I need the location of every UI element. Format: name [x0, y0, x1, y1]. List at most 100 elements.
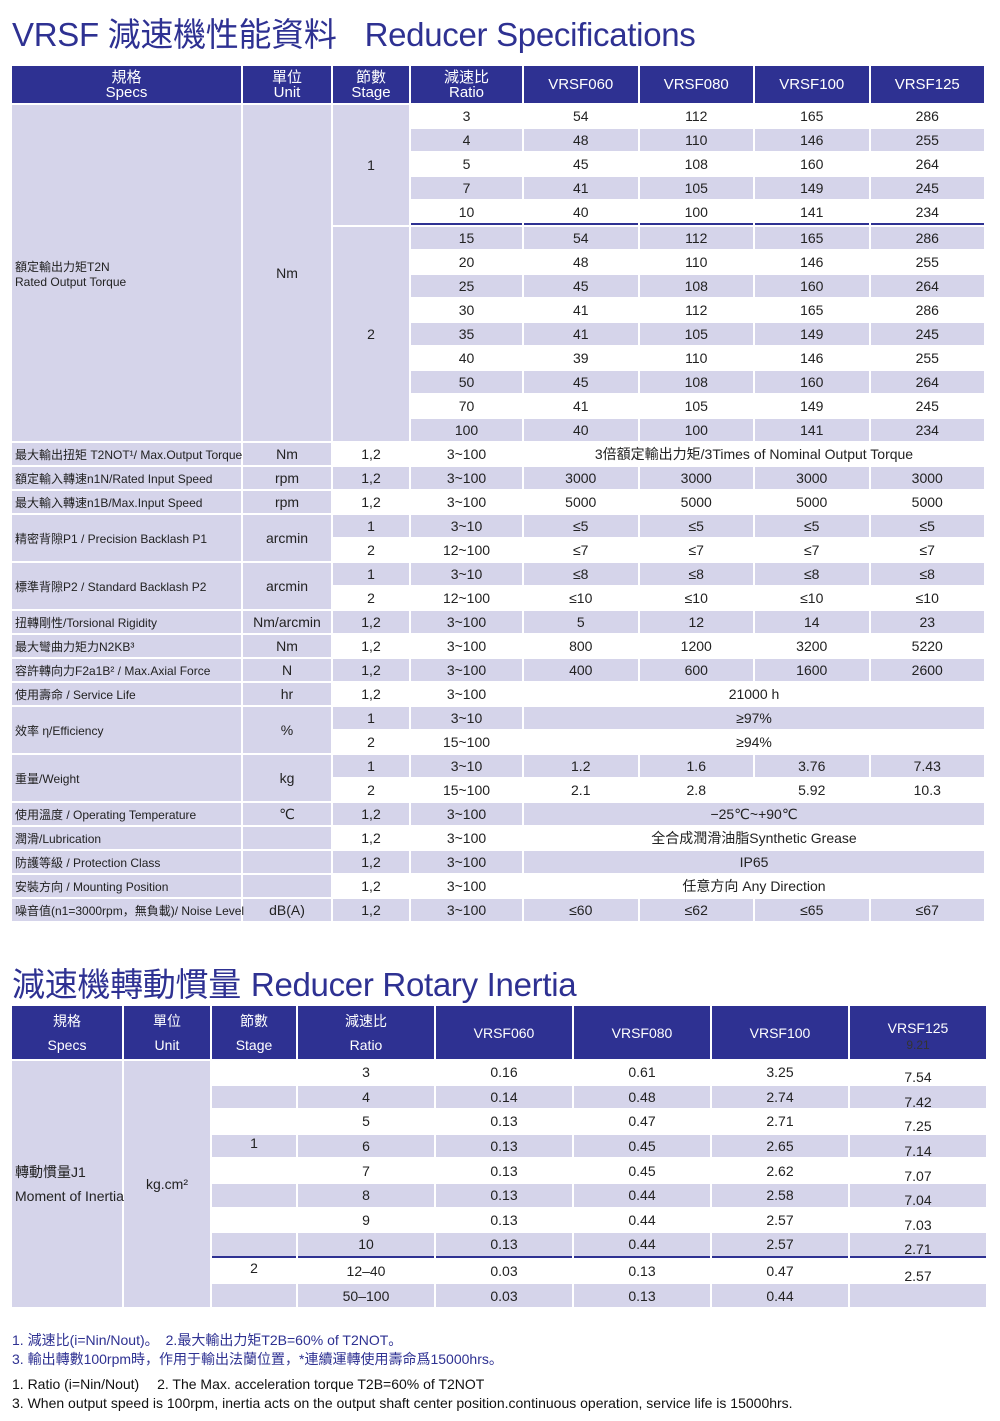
- value-cell: 286: [870, 299, 984, 321]
- value-cell-text: 45: [572, 374, 589, 390]
- value-cell-text: 7.42: [904, 1093, 932, 1110]
- value-cell: ≤7: [755, 539, 869, 561]
- value-cell: 2.1: [524, 779, 638, 801]
- value-cell-merged: 21000 h: [524, 683, 984, 705]
- ratio-cell: 3~100: [411, 443, 522, 465]
- value-cell-text: 1.2: [571, 758, 591, 774]
- spec-label: 使用壽命 / Service Life: [12, 683, 241, 705]
- table-row: 噪音值(n1=3000rpm，無負載)/ Noise Level dB(A) 1,2…: [12, 899, 984, 921]
- value-cell-text: ≤7: [919, 542, 935, 558]
- value-cell: 5000: [639, 491, 753, 513]
- table-row: 最大輸入轉速n1B/Max.Input Speed rpm 1,2 3~100 5000…: [12, 491, 984, 513]
- stage-cell: 2: [333, 779, 409, 801]
- ratio-cell: 50–100: [298, 1284, 434, 1307]
- value-cell: 800: [524, 635, 638, 657]
- ratio-cell-text: 7: [462, 180, 471, 196]
- unit-label: [243, 827, 331, 849]
- unit-label-text: arcmin: [265, 578, 308, 594]
- stage-cell-text: 1,2: [361, 854, 381, 870]
- unit-label: kg.cm²: [124, 1061, 210, 1307]
- value-cell-text: 112: [685, 230, 708, 246]
- value-cell-text: 3000: [565, 470, 597, 486]
- value-cell-text: 23: [919, 614, 936, 630]
- value-cell-text: 40: [572, 204, 589, 220]
- value-cell: 5220: [870, 635, 984, 657]
- ratio-cell-text: 30: [458, 302, 475, 318]
- value-cell: 149: [755, 395, 869, 417]
- value-cell-text: 0.03: [490, 1287, 518, 1304]
- value-cell-merged-text: ≥94%: [736, 734, 772, 750]
- value-cell-text: 0.47: [766, 1263, 794, 1280]
- table-row: 8 0.13 0.44 2.58 7.04: [12, 1183, 986, 1208]
- column-header: VRSF125 9.21: [850, 1006, 986, 1059]
- value-cell: 2.62: [712, 1159, 848, 1182]
- value-cell: 234: [870, 201, 984, 225]
- value-cell-merged: ≥94%: [524, 731, 984, 753]
- ratio-cell-text: 3~100: [446, 494, 487, 510]
- value-cell-text: 2600: [911, 662, 943, 678]
- notes-chinese: 1. 減速比(i=Nin/Nout)。 2.最大輸出力矩T2B=60% of T…: [12, 1331, 503, 1369]
- value-cell-text: 0.13: [490, 1211, 518, 1228]
- value-cell-text: 800: [569, 638, 593, 654]
- value-cell: 0.48: [574, 1085, 710, 1109]
- ratio-cell-text: 50: [458, 374, 475, 390]
- value-cell: 0.13: [436, 1233, 572, 1258]
- note-line: 1. Ratio (i=Nin/Nout) 2. The Max. accele…: [12, 1376, 485, 1392]
- value-cell: 105: [639, 177, 753, 199]
- value-cell: 108: [639, 153, 753, 175]
- ratio-cell: 4: [298, 1085, 434, 1109]
- column-header: VRSF125: [870, 66, 984, 103]
- ratio-cell: 5: [411, 153, 522, 175]
- table-row: 最大彎曲力矩力N2KB³ Nm 1,2 3~100 800 1200 3200 5220: [12, 635, 984, 657]
- value-cell-merged-text: 全合成潤滑油脂Synthetic Grease: [651, 830, 857, 846]
- value-cell: 255: [870, 251, 984, 273]
- ratio-cell: 3: [298, 1061, 434, 1084]
- value-cell-text: 400: [569, 662, 593, 678]
- value-cell: 165: [755, 105, 869, 127]
- column-header: VRSF100: [712, 1006, 848, 1059]
- value-cell: ≤8: [755, 563, 869, 585]
- value-cell-merged: −25℃~+90℃: [524, 803, 984, 825]
- spec-label-text: 精密背隙P1 / Precision Backlash P1: [15, 531, 208, 546]
- table-row: 10 40 100 141 234: [12, 201, 984, 225]
- ratio-cell-text: 5: [362, 1113, 370, 1130]
- table-row: 10 0.13 0.44 2.57 2.71: [12, 1233, 986, 1258]
- value-cell-text: 160: [800, 156, 824, 172]
- value-cell-text: 2.62: [766, 1162, 794, 1179]
- stage-cell-text: 2: [367, 782, 375, 798]
- value-cell-text: 5000: [911, 494, 943, 510]
- value-cell-text: 0.13: [490, 1162, 518, 1179]
- stage-cell-text: 1,2: [361, 494, 381, 510]
- value-cell-text: 255: [915, 132, 939, 148]
- value-cell-text: 10.3: [913, 782, 941, 798]
- table-row: 7 0.13 0.45 2.62 7.07: [12, 1159, 986, 1184]
- note-line: 1. 減速比(i=Nin/Nout)。 2.最大輸出力矩T2B=60% of T…: [12, 1332, 403, 1348]
- notes-english: 1. Ratio (i=Nin/Nout) 2. The Max. accele…: [12, 1375, 793, 1413]
- ratio-cell-text: 8: [362, 1187, 370, 1204]
- ratio-cell: 30: [411, 299, 522, 321]
- stage-cell: 1: [333, 755, 409, 777]
- value-cell-text: 112: [685, 108, 708, 124]
- value-cell-text: 245: [915, 398, 939, 414]
- stage-cell: [212, 1183, 296, 1207]
- ratio-cell: 10: [298, 1233, 434, 1258]
- value-cell-text: 5000: [680, 494, 712, 510]
- spec-label-text: 使用壽命 / Service Life: [15, 687, 136, 702]
- column-header-sub: Specs: [105, 83, 148, 101]
- value-cell-text: 0.44: [628, 1187, 656, 1204]
- table-row: 2 12–40 0.03 0.13 0.47 2.57: [12, 1259, 986, 1284]
- value-cell: 245: [870, 177, 984, 199]
- value-cell-text: 3000: [796, 470, 828, 486]
- table-row: 70 41 105 149 245: [12, 395, 984, 417]
- value-cell-merged-text: −25℃~+90℃: [710, 805, 798, 822]
- ratio-cell-text: 3~10: [450, 758, 483, 774]
- value-cell-text: 108: [684, 374, 708, 390]
- spec-label: 標準背隙P2 / Standard Backlash P2: [12, 563, 241, 609]
- table-row: 2 15~100 2.1 2.8 5.92 10.3: [12, 779, 984, 801]
- value-cell: 245: [870, 395, 984, 417]
- value-cell-text: ≤62: [684, 902, 708, 918]
- value-cell-text: 48: [572, 132, 589, 148]
- value-cell: 0.13: [436, 1110, 572, 1133]
- value-cell: 7.14: [850, 1134, 986, 1159]
- value-cell: 5000: [870, 491, 984, 513]
